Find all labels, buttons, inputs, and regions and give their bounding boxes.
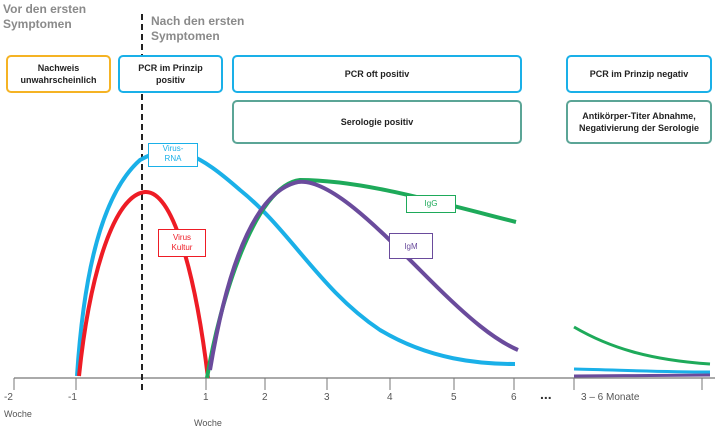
tick-label-3: 3 [324,392,330,403]
box-antikoerper-abnahme: Antikörper-Titer Abnahme, Negativierung … [566,100,712,144]
label-virus-kultur: Virus Kultur [158,229,206,257]
igm-curve-months [573,373,711,378]
tick-label-6: 6 [511,392,517,403]
phase-after-symptoms: Nach den ersten Symptomen [151,14,245,43]
box-nachweis-unwahrscheinlich: Nachweis unwahrscheinlich [6,55,111,93]
tick-label-minus2: -2 [4,392,13,403]
tick-label-2: 2 [262,392,268,403]
axis-ellipsis: ... [540,386,552,402]
tick-label-minus1: -1 [68,392,77,403]
phase-before-symptoms: Vor den ersten Symptomen [3,2,87,31]
box-pcr-oft-positiv-text: PCR oft positiv [344,69,410,79]
label-igg: IgG [406,195,456,213]
box-serologie-positiv: Serologie positiv [232,100,522,144]
tick-label-4: 4 [387,392,393,403]
axis-unit-bottom: Woche [194,418,222,428]
virus-rna-curve [75,149,516,377]
box-pcr-prinzip-negativ: PCR im Prinzip negativ [566,55,712,93]
box-antikoerper-text: Antikörper-Titer Abnahme, Negativierung … [578,111,700,133]
tick-label-months: 3 – 6 Monate [581,392,640,403]
box-pcr-prinzip-negativ-text: PCR im Prinzip negativ [589,69,689,79]
tick-label-5: 5 [451,392,457,403]
igg-curve [205,177,517,379]
label-igm: IgM [389,233,433,259]
tick-label-1: 1 [203,392,209,403]
box-pcr-prinzip-positiv-text: PCR im Prinzip positiv [138,63,203,85]
virus-rna-curve-months [573,367,711,374]
axis-unit-left: Woche [4,409,32,419]
box-pcr-prinzip-positiv: PCR im Prinzip positiv [118,55,223,93]
box-serologie-positiv-text: Serologie positiv [340,117,414,127]
box-nachweis-text: Nachweis unwahrscheinlich [20,63,97,85]
box-pcr-oft-positiv: PCR oft positiv [232,55,522,93]
label-virus-rna: Virus- RNA [148,143,198,167]
igg-curve-months [573,325,711,366]
virus-culture-curve [77,189,210,379]
igm-curve [208,179,519,371]
